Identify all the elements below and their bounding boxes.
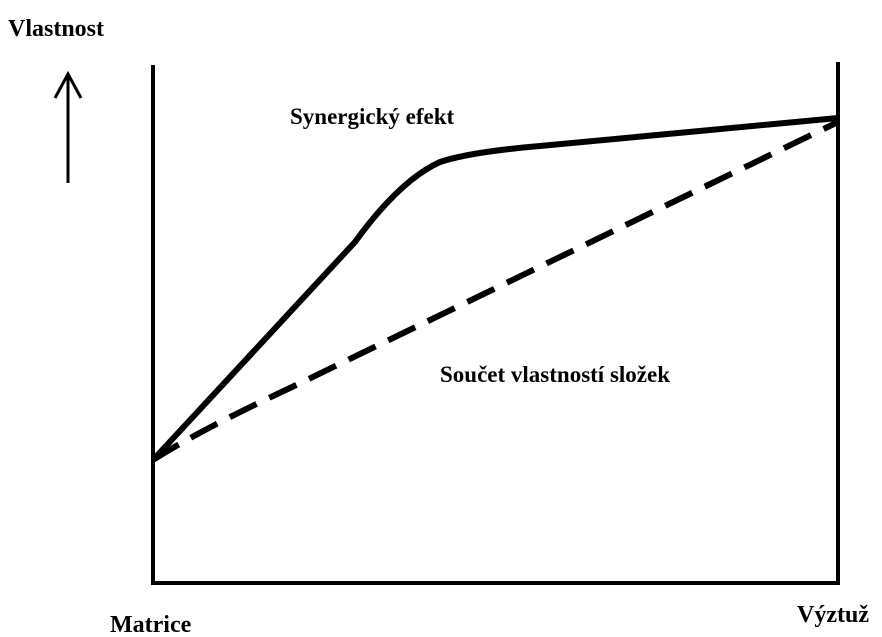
curve-label: Synergický efekt (290, 104, 455, 129)
synergy-curve (150, 115, 839, 463)
curve-label: Součet vlastností složek (440, 362, 670, 387)
sum-curve (151, 119, 840, 463)
axis-label: Vlastnost (8, 16, 104, 42)
x-start-label: Matrice (110, 612, 192, 637)
up-arrow (53, 70, 83, 183)
x-end-label: Výztuž (797, 602, 869, 628)
